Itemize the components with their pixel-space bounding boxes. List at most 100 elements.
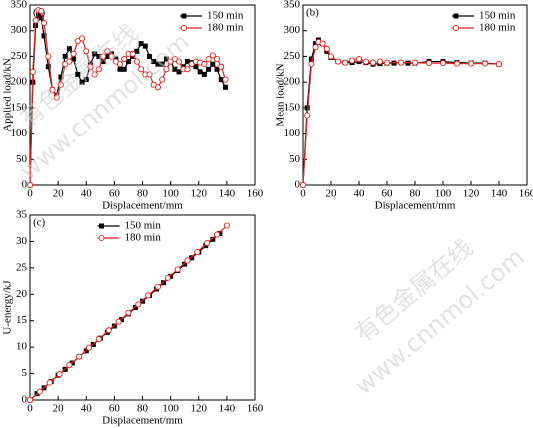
x-tick-label: 60 (109, 403, 121, 415)
marker (222, 84, 228, 90)
y-tick-label: 200 (284, 76, 301, 88)
x-tick-label: 40 (81, 403, 93, 415)
x-tick-label: 120 (191, 403, 208, 415)
y-axis-label: Applied load/kN (2, 58, 14, 132)
y-tick-label: 20 (16, 288, 28, 300)
y-tick-label: 150 (11, 101, 28, 113)
marker (425, 60, 433, 67)
marker (100, 59, 106, 65)
marker (99, 223, 104, 229)
marker (327, 53, 335, 60)
marker (197, 69, 203, 75)
marker (369, 59, 377, 66)
marker (184, 257, 191, 264)
marker (172, 66, 178, 72)
marker (154, 283, 162, 290)
y-tick-label: 50 (16, 153, 28, 165)
marker (348, 57, 356, 64)
y-tick-label: 0 (22, 179, 28, 191)
x-tick-label: 160 (519, 188, 533, 200)
marker (135, 301, 142, 308)
marker (62, 53, 68, 59)
marker (104, 53, 110, 59)
y-tick-label: 300 (284, 24, 301, 36)
y-tick-label: 100 (284, 127, 301, 139)
marker (223, 222, 230, 229)
marker (218, 77, 224, 83)
y-tick-label: 0 (22, 394, 28, 406)
marker (41, 33, 47, 39)
panel-label: (c) (33, 217, 46, 229)
marker (204, 239, 211, 247)
marker (313, 41, 319, 47)
marker (108, 53, 115, 60)
marker (218, 63, 225, 70)
marker (193, 64, 199, 70)
marker (163, 66, 170, 73)
marker (133, 58, 140, 65)
marker (168, 273, 174, 279)
marker (104, 48, 111, 55)
marker (41, 19, 48, 27)
watermark: 有色金属在线 www.cnnmol.com (350, 234, 530, 400)
marker (125, 59, 131, 65)
marker (189, 255, 195, 261)
marker (222, 76, 229, 83)
y-tick-label: 15 (16, 314, 28, 326)
marker (319, 40, 326, 47)
marker (194, 248, 201, 256)
marker (362, 58, 370, 65)
marker (155, 61, 161, 67)
y-axis-label: Mean load/kN (275, 63, 287, 126)
marker (142, 43, 148, 49)
y-tick-label: 30 (16, 235, 28, 247)
x-tick-label: 140 (219, 403, 236, 415)
marker (304, 112, 311, 119)
x-tick-label: 80 (137, 188, 149, 200)
plot: 0 20 40 60 80 100 120 140 160 0 50 100 150 200 250 300 3… (2, 0, 264, 212)
y-tick-label: 300 (11, 24, 28, 36)
marker (26, 396, 34, 404)
marker (154, 84, 162, 91)
marker (66, 46, 72, 52)
marker (174, 266, 181, 273)
marker (308, 56, 314, 62)
marker (46, 379, 53, 386)
y-tick-label: 0 (295, 179, 301, 191)
y-tick-label: 35 (16, 209, 28, 221)
marker (176, 58, 183, 65)
marker (105, 327, 112, 334)
marker (163, 56, 169, 62)
marker (116, 61, 124, 68)
marker (117, 66, 123, 72)
y-axis-label: U-energy/kJ (2, 280, 14, 335)
marker (35, 12, 41, 18)
x-tick-label: 40 (354, 188, 366, 200)
marker (70, 50, 77, 57)
marker (209, 52, 216, 59)
marker (29, 68, 36, 75)
marker (121, 66, 127, 72)
marker (164, 274, 171, 281)
x-tick-label: 0 (300, 188, 306, 200)
y-tick-label: 250 (11, 50, 28, 62)
marker (376, 58, 384, 65)
marker (56, 371, 63, 378)
marker (45, 53, 52, 60)
marker (206, 66, 212, 72)
marker (453, 13, 459, 19)
marker (495, 61, 503, 68)
marker (201, 71, 207, 77)
marker (323, 45, 330, 52)
marker (467, 60, 475, 67)
marker (96, 53, 102, 59)
marker (95, 66, 102, 73)
y-tick-label: 350 (284, 0, 301, 11)
marker (383, 59, 391, 66)
x-tick-label: 140 (491, 188, 508, 200)
x-tick-label: 120 (463, 188, 480, 200)
plot: 0 20 40 60 80 100 120 140 160 0 5 10 15 20 25 30 35 Displ… (2, 209, 264, 427)
marker (87, 63, 94, 70)
marker (125, 309, 132, 316)
